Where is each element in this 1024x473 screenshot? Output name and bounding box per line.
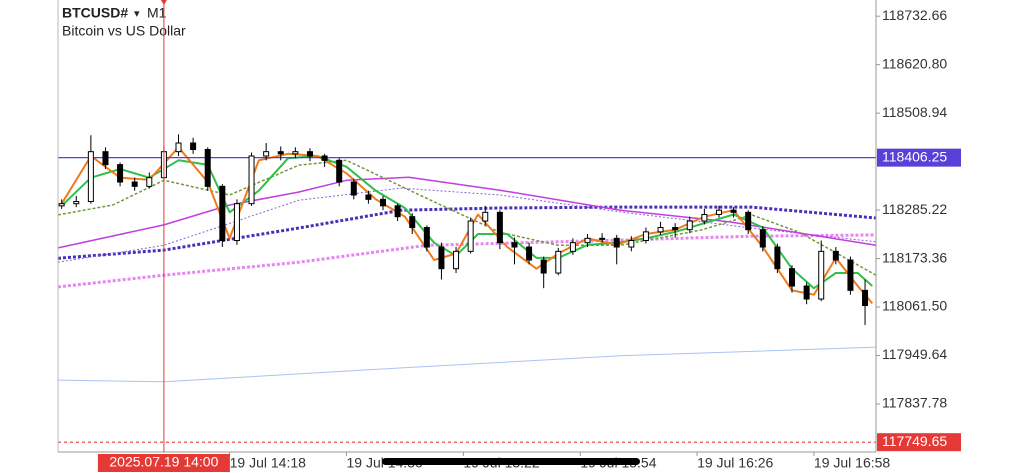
y-tick-label: 117949.64 bbox=[882, 346, 947, 362]
candle-body bbox=[306, 151, 313, 157]
home-indicator bbox=[382, 458, 640, 465]
candle-body bbox=[526, 246, 533, 261]
candle-body bbox=[803, 285, 810, 300]
price-label: 118406.25 bbox=[882, 148, 947, 164]
candle-body bbox=[117, 164, 124, 183]
candle-body bbox=[613, 237, 620, 248]
candle-body bbox=[569, 242, 576, 252]
candle-body bbox=[686, 220, 693, 231]
candle-body bbox=[453, 250, 460, 270]
y-tick-label: 118061.50 bbox=[882, 298, 947, 314]
candle-body bbox=[336, 159, 343, 183]
x-tick-label: 19 Jul 14:18 bbox=[230, 455, 306, 471]
candle-body bbox=[759, 229, 766, 248]
candle-body bbox=[321, 155, 328, 161]
y-tick-label: 118173.36 bbox=[882, 249, 947, 265]
candle-body bbox=[482, 211, 489, 222]
candle-body bbox=[847, 259, 854, 291]
candle-body bbox=[642, 231, 649, 242]
candle-body bbox=[263, 151, 270, 157]
candle-body bbox=[277, 151, 284, 155]
moving-average bbox=[57, 176, 877, 249]
overlay: 118732.66 118620.80 118508.94 118285.22 1181… bbox=[97, 0, 961, 472]
candle-body bbox=[190, 142, 197, 151]
candle-body bbox=[73, 201, 80, 205]
candle-body bbox=[832, 250, 839, 261]
y-tick-label: 118620.80 bbox=[882, 55, 947, 71]
candle-body bbox=[789, 268, 796, 287]
candle-body bbox=[818, 250, 825, 300]
candle-body bbox=[233, 203, 240, 242]
candle-body bbox=[219, 185, 226, 242]
candle-body bbox=[467, 220, 474, 252]
candle-body bbox=[496, 211, 503, 244]
y-tick-label: 118508.94 bbox=[882, 104, 947, 120]
candle-body bbox=[380, 198, 387, 207]
price-label: 117749.65 bbox=[882, 433, 947, 449]
price-label-box bbox=[877, 148, 961, 167]
candle-body bbox=[350, 181, 357, 196]
candle-body bbox=[511, 242, 518, 248]
moving-average bbox=[57, 159, 877, 276]
candle-body bbox=[540, 259, 547, 274]
candle-body bbox=[774, 246, 781, 270]
candle-body bbox=[248, 155, 255, 205]
candle-body bbox=[146, 177, 153, 187]
timeframe[interactable]: M1 bbox=[147, 5, 167, 21]
moving-average bbox=[57, 205, 877, 260]
time-marker-arrow bbox=[160, 0, 167, 5]
candle-body bbox=[628, 240, 635, 248]
candle-body bbox=[657, 227, 664, 233]
moving-average bbox=[57, 346, 877, 383]
candle-body bbox=[175, 142, 182, 153]
candle-body bbox=[423, 227, 430, 248]
y-tick-label: 118732.66 bbox=[882, 7, 947, 23]
symbol[interactable]: BTCUSD# bbox=[62, 5, 128, 21]
candle-body bbox=[701, 214, 708, 222]
candle-body bbox=[131, 181, 138, 187]
candle-body bbox=[599, 237, 606, 240]
x-tick-label: 19 Jul 16:58 bbox=[814, 455, 890, 471]
candle-body bbox=[862, 289, 869, 307]
x-tick-label: 19 Jul 16:26 bbox=[697, 455, 773, 471]
y-tick-label: 118285.22 bbox=[882, 201, 947, 217]
time-label: 2025.07.19 14:00 bbox=[109, 454, 218, 470]
candle-body bbox=[730, 209, 737, 213]
candle-body bbox=[409, 216, 416, 229]
candle-body bbox=[292, 151, 299, 155]
candle-body bbox=[715, 209, 722, 216]
price-label-box bbox=[877, 433, 961, 452]
time-label-box bbox=[97, 454, 230, 472]
symbol-description: Bitcoin vs US Dollar bbox=[62, 23, 186, 39]
dropdown-icon[interactable]: ▾ bbox=[134, 8, 140, 20]
candle-body bbox=[87, 151, 94, 203]
candle-body bbox=[102, 151, 109, 166]
candle-body bbox=[365, 194, 372, 200]
candle-body bbox=[58, 203, 65, 207]
candle-body bbox=[745, 211, 752, 231]
candle-body bbox=[584, 237, 591, 244]
candle-body bbox=[555, 250, 562, 274]
y-tick-label: 117837.78 bbox=[882, 395, 947, 411]
candle-body bbox=[672, 227, 679, 231]
candle-body bbox=[394, 205, 401, 218]
candle-body bbox=[204, 149, 211, 187]
candle-body bbox=[438, 246, 445, 270]
plot-area bbox=[57, 134, 877, 443]
